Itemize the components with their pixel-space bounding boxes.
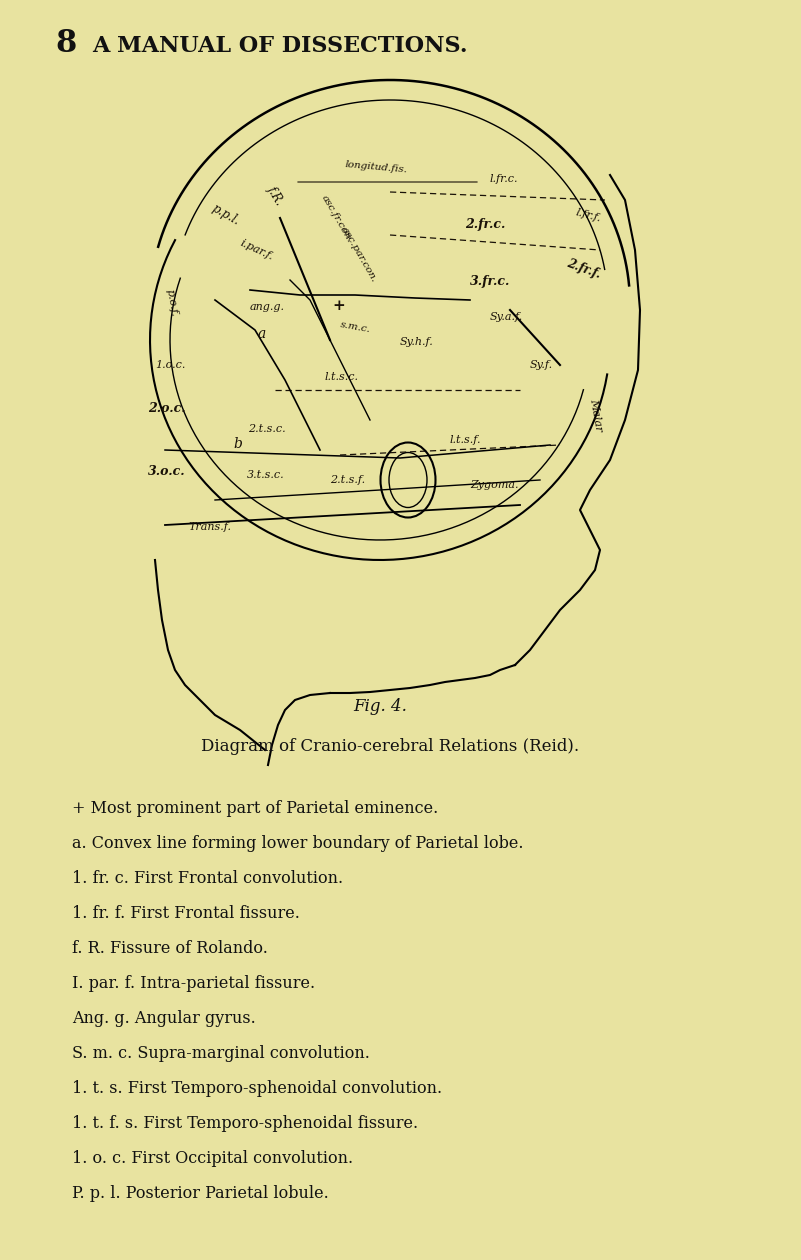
Text: A MANUAL OF DISSECTIONS.: A MANUAL OF DISSECTIONS. xyxy=(92,35,468,57)
Text: Fig. 4.: Fig. 4. xyxy=(353,698,407,714)
Text: 2.fr.f.: 2.fr.f. xyxy=(565,257,602,281)
Text: 1. o. c. First Occipital convolution.: 1. o. c. First Occipital convolution. xyxy=(72,1150,353,1167)
Text: l.t.s.f.: l.t.s.f. xyxy=(450,435,481,445)
Text: b: b xyxy=(233,437,242,451)
Text: Sy.h.f.: Sy.h.f. xyxy=(400,336,434,346)
Text: 1. fr. f. First Frontal fissure.: 1. fr. f. First Frontal fissure. xyxy=(72,905,300,922)
Text: 8: 8 xyxy=(55,28,76,59)
Text: ang.g.: ang.g. xyxy=(250,302,285,312)
Text: 1. fr. c. First Frontal convolution.: 1. fr. c. First Frontal convolution. xyxy=(72,869,343,887)
Text: S. m. c. Supra-marginal convolution.: S. m. c. Supra-marginal convolution. xyxy=(72,1045,370,1062)
Text: Ang. g. Angular gyrus.: Ang. g. Angular gyrus. xyxy=(72,1011,256,1027)
Text: p.p.l.: p.p.l. xyxy=(210,202,243,228)
Text: p.o.f.: p.o.f. xyxy=(165,287,179,318)
Text: 2.o.c.: 2.o.c. xyxy=(148,402,186,415)
Text: Diagram of Cranio-cerebral Relations (Reid).: Diagram of Cranio-cerebral Relations (Re… xyxy=(201,738,579,755)
Text: Sy.f.: Sy.f. xyxy=(530,360,553,370)
Text: I. par. f. Intra-parietal fissure.: I. par. f. Intra-parietal fissure. xyxy=(72,975,315,992)
Text: 3.fr.c.: 3.fr.c. xyxy=(470,275,510,289)
Text: 2.t.s.c.: 2.t.s.c. xyxy=(248,425,286,433)
Text: Malar: Malar xyxy=(588,397,604,432)
Text: + Most prominent part of Parietal eminence.: + Most prominent part of Parietal eminen… xyxy=(72,800,438,816)
Text: i.par.f.: i.par.f. xyxy=(238,238,275,262)
Text: 3.t.s.c.: 3.t.s.c. xyxy=(247,470,284,480)
Text: asc.par.con.: asc.par.con. xyxy=(340,226,379,284)
Text: a: a xyxy=(258,328,266,341)
Text: 1.o.c.: 1.o.c. xyxy=(155,360,185,370)
Text: l.fr.f.: l.fr.f. xyxy=(575,208,602,224)
Text: Zygoma.: Zygoma. xyxy=(470,480,518,490)
Text: 1. t. s. First Temporo-sphenoidal convolution.: 1. t. s. First Temporo-sphenoidal convol… xyxy=(72,1080,442,1097)
Text: 2.fr.c.: 2.fr.c. xyxy=(465,218,505,231)
Text: f. R. Fissure of Rolando.: f. R. Fissure of Rolando. xyxy=(72,940,268,958)
Text: longitud.fis.: longitud.fis. xyxy=(345,160,409,174)
Text: a. Convex line forming lower boundary of Parietal lobe.: a. Convex line forming lower boundary of… xyxy=(72,835,524,852)
Text: Sy.a.f.: Sy.a.f. xyxy=(490,312,523,323)
Text: l.t.s.c.: l.t.s.c. xyxy=(325,372,359,382)
Text: asc.fr.con.: asc.fr.con. xyxy=(320,193,355,244)
Text: f.R.: f.R. xyxy=(265,184,287,208)
Text: s.m.c.: s.m.c. xyxy=(340,320,372,334)
Text: +: + xyxy=(332,299,344,312)
Text: 1. t. f. s. First Temporo-sphenoidal fissure.: 1. t. f. s. First Temporo-sphenoidal fis… xyxy=(72,1115,418,1131)
Text: 3.o.c.: 3.o.c. xyxy=(148,465,186,478)
Text: Trans.f.: Trans.f. xyxy=(188,522,231,532)
Text: 2.t.s.f.: 2.t.s.f. xyxy=(330,475,365,485)
Text: l.fr.c.: l.fr.c. xyxy=(490,174,518,184)
Text: P. p. l. Posterior Parietal lobule.: P. p. l. Posterior Parietal lobule. xyxy=(72,1184,328,1202)
